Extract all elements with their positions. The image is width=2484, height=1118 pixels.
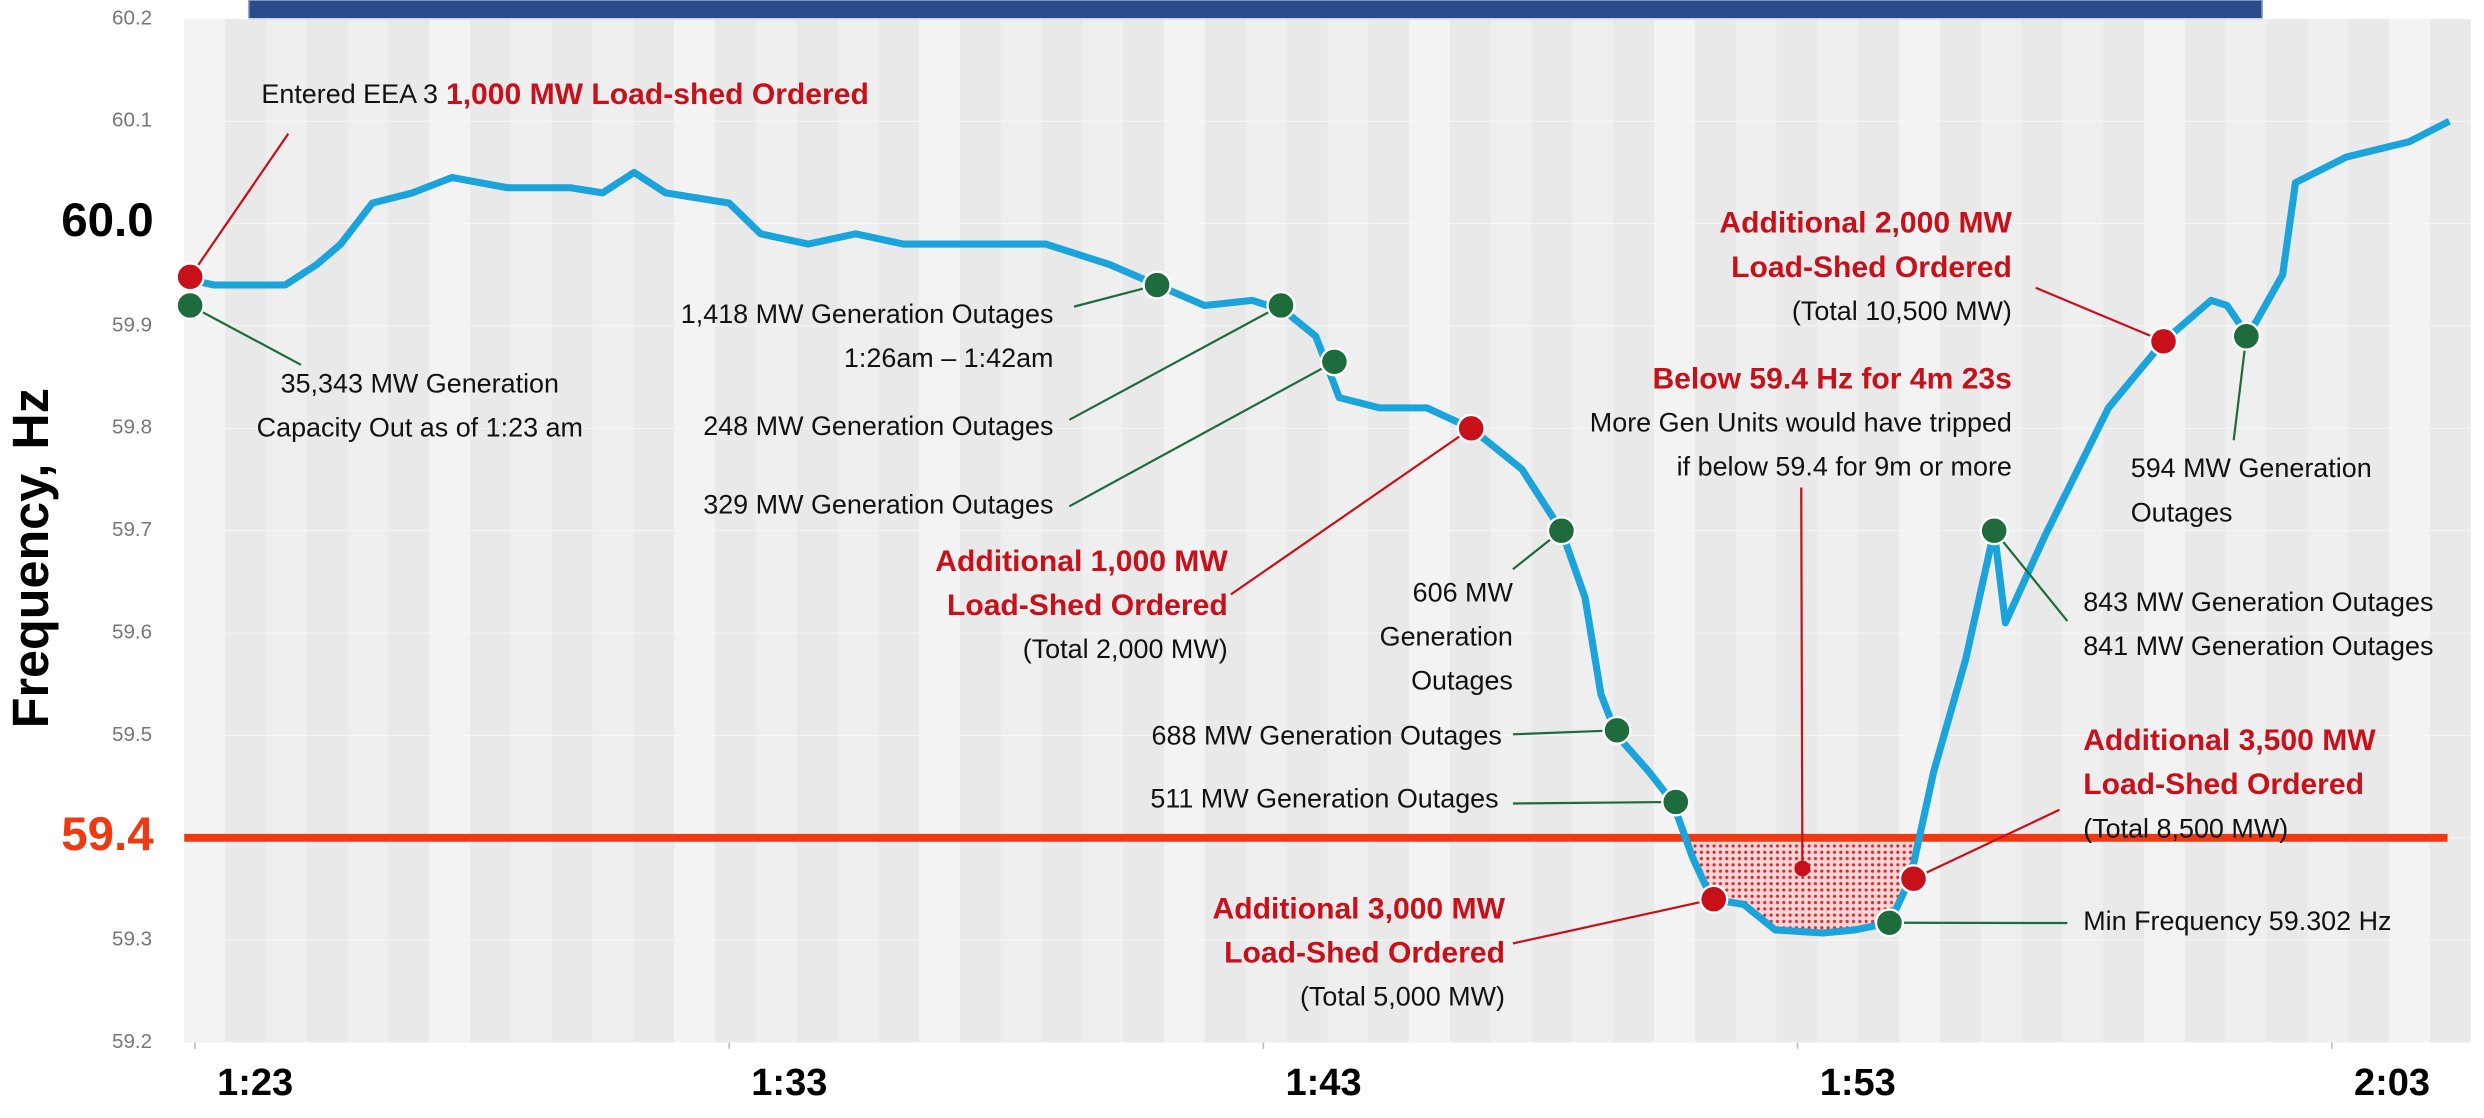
annotation-note: Outages [2131, 497, 2233, 527]
annotation-note: 594 MW Generation [2131, 453, 2372, 483]
annotation-note: 1:26am – 1:42am [844, 343, 1054, 373]
y-tick-label: 60.1 [112, 109, 152, 132]
leader-line [1512, 898, 1714, 945]
annotation-headline: Load-Shed Ordered [1224, 936, 1505, 969]
event-marker [1898, 864, 1929, 894]
annotation-headline: 1,000 MW Load-shed Ordered [446, 78, 869, 111]
annotation-note: 329 MW Generation Outages [703, 489, 1053, 519]
event-marker [1456, 413, 1486, 443]
y-tick-label: 60.0 [61, 194, 153, 247]
leader-line [1913, 808, 2060, 880]
leader-line [1800, 487, 1804, 869]
annotation-note: if below 59.4 for 9m or more [1677, 452, 2012, 482]
y-tick-label: 59.6 [112, 621, 152, 644]
annotation-note: 35,343 MW Generation [281, 368, 559, 398]
annotation-note: (Total 2,000 MW) [1023, 634, 1228, 664]
annotation-note: (Total 8,500 MW) [2083, 813, 2288, 843]
annotation-note: 841 MW Generation Outages [2083, 631, 2433, 661]
annotation-note: (Total 10,500 MW) [1792, 296, 2012, 326]
event-marker [1602, 715, 1632, 745]
y-tick-label: 59.3 [112, 928, 152, 951]
x-tick-label: 1:33 [751, 1062, 827, 1104]
annotation-headline: Additional 2,000 MW [1719, 207, 2012, 240]
leader-line [189, 133, 290, 278]
leader-line [2232, 336, 2248, 441]
event-marker [1546, 516, 1577, 546]
frequency-line [189, 118, 2451, 937]
annotation-note: Outages [1411, 666, 1513, 696]
annotation-note: Capacity Out as of 1:23 am [257, 412, 583, 442]
leader-line [1068, 304, 1282, 421]
y-axis-label: Frequency, Hz [2, 388, 59, 728]
y-tick-label: 59.8 [112, 416, 152, 439]
event-marker [1794, 860, 1811, 877]
x-tick-label: 1:53 [1820, 1062, 1896, 1104]
annotation-headline: Load-Shed Ordered [2083, 768, 2364, 801]
event-marker [1874, 908, 1905, 938]
annotation-note: More Gen Units would have tripped [1590, 408, 2012, 438]
annotation-text: Entered EEA 3 1,000 MW Load-shed Ordered [261, 78, 868, 111]
y-tick-label: 60.2 [112, 6, 152, 29]
event-marker [1661, 787, 1691, 817]
event-marker [1266, 290, 1296, 321]
annotation-note: Min Frequency 59.302 Hz [2083, 906, 2391, 936]
event-marker [1319, 347, 1350, 377]
event-marker [2148, 326, 2179, 356]
y-tick-label: 59.7 [112, 518, 152, 541]
event-marker [175, 262, 205, 292]
x-tick-label: 2:03 [2354, 1062, 2430, 1104]
leader-line [1512, 729, 1618, 736]
annotation-headline: Load-Shed Ordered [947, 589, 1228, 622]
annotation-note: 1,418 MW Generation Outages [681, 299, 1054, 329]
annotation-note: 606 MW [1413, 578, 1514, 608]
leader-line [1993, 530, 2069, 622]
y-tick-label: 59.2 [112, 1030, 152, 1053]
y-tick-label: 59.4 [61, 808, 154, 861]
y-tick-label: 59.9 [112, 313, 152, 336]
event-marker [1142, 270, 1172, 300]
leader-line [2035, 286, 2164, 343]
x-tick-label: 1:23 [217, 1062, 293, 1104]
annotation-headline: Below 59.4 Hz for 4m 23s [1652, 363, 2011, 396]
header-bar [247, 0, 2264, 20]
annotation-note: Entered EEA 3 [261, 79, 438, 109]
leader-line [189, 304, 302, 366]
event-marker [175, 290, 205, 321]
annotation-headline: Additional 3,000 MW [1213, 892, 1506, 925]
annotation-note: Generation [1380, 622, 1513, 652]
event-marker [1979, 516, 2009, 546]
leader-line [1230, 427, 1472, 596]
leader-line [1068, 360, 1335, 508]
y-tick-label: 59.5 [112, 723, 152, 746]
leader-line [1512, 800, 1676, 805]
annotation-note: 511 MW Generation Outages [1150, 784, 1498, 814]
annotation-headline: Load-Shed Ordered [1731, 251, 2012, 284]
event-marker [2231, 321, 2261, 351]
event-marker [1699, 884, 1729, 914]
annotation-note: 843 MW Generation Outages [2083, 587, 2433, 617]
annotation-note: 248 MW Generation Outages [703, 411, 1053, 441]
x-tick-label: 1:43 [1286, 1062, 1362, 1104]
annotation-headline: Additional 1,000 MW [935, 545, 1228, 578]
annotation-note: 688 MW Generation Outages [1152, 721, 1502, 751]
annotation-headline: Additional 3,500 MW [2083, 724, 2376, 757]
annotation-note: (Total 5,000 MW) [1300, 982, 1505, 1012]
